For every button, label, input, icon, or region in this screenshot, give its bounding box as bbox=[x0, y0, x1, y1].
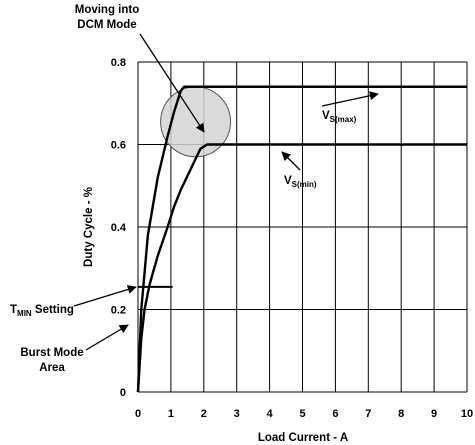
x-tick-label: 6 bbox=[332, 408, 338, 420]
annotations bbox=[73, 33, 379, 351]
x-tick-label: 2 bbox=[201, 408, 207, 420]
dcm-annotation-line1: Moving into bbox=[75, 4, 140, 16]
x-tick-label: 1 bbox=[168, 408, 174, 420]
x-tick-label: 8 bbox=[398, 408, 404, 420]
series-line-vsmin bbox=[136, 143, 467, 393]
grid bbox=[137, 61, 468, 393]
dcm-arrow bbox=[139, 33, 205, 133]
vsmin-label: VS(min) bbox=[284, 175, 317, 189]
y-tick-label: 0.4 bbox=[111, 222, 127, 234]
x-tick-label: 0 bbox=[135, 408, 141, 420]
tmin-arrow bbox=[73, 285, 137, 307]
x-tick-label: 4 bbox=[267, 408, 274, 420]
y-tick-labels: 0 0.2 0.4 0.6 0.8 bbox=[111, 57, 127, 399]
vsmax-arrow bbox=[321, 91, 379, 107]
vsmax-label-sub: S(max) bbox=[330, 115, 357, 124]
series-lines bbox=[136, 85, 467, 393]
y-tick-label: 0.6 bbox=[111, 140, 126, 152]
x-tick-labels: 0 1 2 3 4 5 6 7 8 9 10 bbox=[135, 408, 473, 420]
burst-annotation-line2: Area bbox=[39, 362, 65, 374]
burst-arrow bbox=[85, 324, 129, 351]
tmin-label-sub: MIN bbox=[17, 309, 32, 318]
y-axis-title: Duty Cycle - % bbox=[83, 187, 95, 267]
vsmin-label-sub: S(min) bbox=[292, 180, 317, 189]
vsmax-label-main: V bbox=[322, 110, 330, 122]
vsmin-arrow bbox=[281, 151, 301, 171]
x-tick-label: 3 bbox=[234, 408, 240, 420]
series-line-vsmax bbox=[136, 85, 467, 393]
vsmin-label-main: V bbox=[284, 175, 292, 187]
tmin-label-rest: Setting bbox=[32, 304, 74, 316]
y-tick-label: 0.2 bbox=[111, 305, 126, 317]
burst-annotation-line1: Burst Mode bbox=[20, 347, 83, 359]
x-tick-label: 10 bbox=[461, 408, 473, 420]
x-tick-label: 5 bbox=[299, 408, 305, 420]
x-tick-label: 9 bbox=[431, 408, 437, 420]
vsmax-label: VS(max) bbox=[322, 110, 357, 124]
y-tick-label: 0.8 bbox=[111, 57, 126, 69]
tmin-setting-label: TMIN Setting bbox=[10, 304, 74, 318]
y-tick-label: 0 bbox=[120, 387, 126, 399]
x-axis-title: Load Current - A bbox=[258, 432, 348, 444]
dcm-annotation-line2: DCM Mode bbox=[77, 19, 136, 31]
tmin-label-main: T bbox=[10, 304, 17, 316]
x-tick-label: 7 bbox=[365, 408, 371, 420]
